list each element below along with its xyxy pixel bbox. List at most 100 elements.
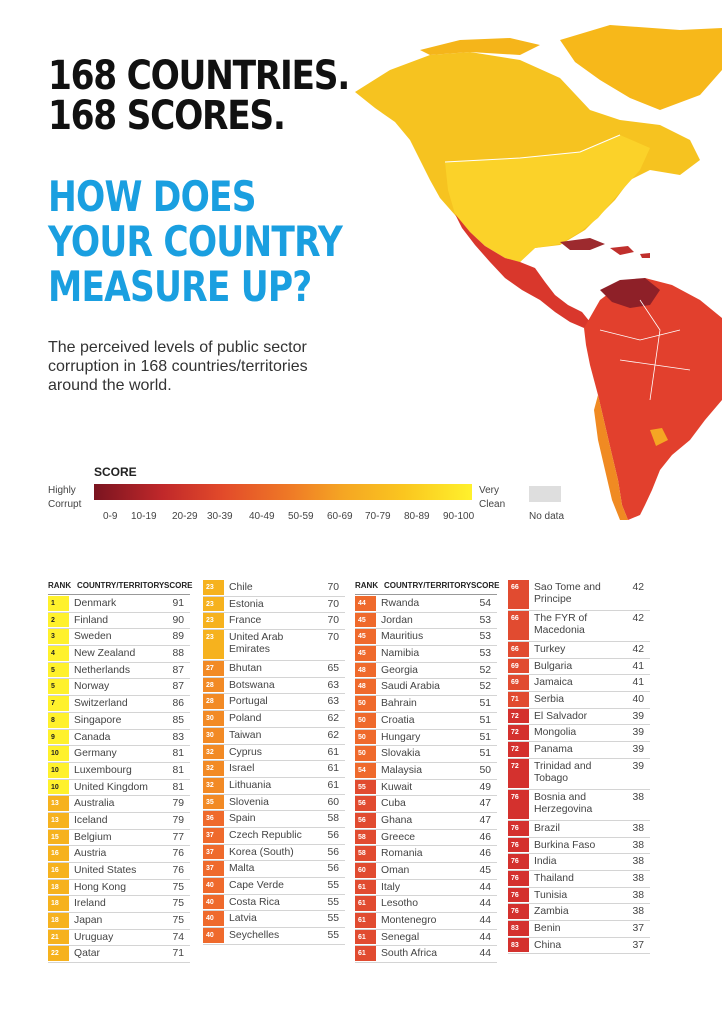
- country-name: Sweden: [74, 631, 112, 643]
- country-score: 60: [327, 796, 339, 808]
- rank-badge: 66: [508, 611, 529, 640]
- rank-badge: 54: [355, 762, 376, 778]
- rank-badge: 56: [355, 812, 376, 828]
- country-score: 63: [327, 696, 339, 708]
- country-score: 42: [632, 582, 644, 593]
- rank-badge: 56: [355, 796, 376, 811]
- rank-badge: 45: [355, 629, 376, 645]
- rank-badge: 61: [355, 946, 376, 962]
- country-score: 39: [632, 727, 644, 739]
- country-name: Poland: [229, 713, 262, 725]
- table-row: 28 Botswana 63: [203, 677, 345, 695]
- country-score: 51: [479, 731, 491, 743]
- rank-badge: 32: [203, 777, 224, 793]
- country-name: Chile: [229, 582, 253, 593]
- country-name: Qatar: [74, 948, 100, 960]
- table-row: 76 Brazil 38: [508, 820, 650, 838]
- country-name: Panama: [534, 744, 573, 756]
- legend-right-label: Very Clean: [479, 484, 505, 512]
- rank-badge: 28: [203, 677, 224, 693]
- table-row: 3 Sweden 89: [48, 629, 190, 647]
- country-score: 77: [172, 831, 184, 843]
- no-data-swatch: [529, 486, 561, 502]
- table-row: 23 United Arab Emirates 70: [203, 630, 345, 662]
- headline-black: 168 COUNTRIES. 168 SCORES.: [48, 53, 350, 136]
- rank-badge: 30: [203, 727, 224, 743]
- rank-badge: 58: [355, 846, 376, 861]
- headline-line-1: 168 COUNTRIES.: [48, 53, 350, 99]
- rank-badge: 69: [508, 675, 529, 691]
- country-name: Ireland: [74, 898, 106, 910]
- table-row: 16 Austria 76: [48, 846, 190, 863]
- country-score: 63: [327, 679, 339, 691]
- table-row: 27 Bhutan 65: [203, 661, 345, 678]
- country-name: Australia: [74, 798, 115, 810]
- rank-badge: 10: [48, 762, 69, 778]
- map-venezuela: [600, 278, 660, 308]
- country-name: Lesotho: [381, 898, 418, 910]
- table-row: 83 Benin 37: [508, 920, 650, 938]
- country-score: 38: [632, 889, 644, 901]
- country-name: Romania: [381, 848, 423, 860]
- country-score: 81: [172, 781, 184, 793]
- country-name: Bulgaria: [534, 660, 573, 672]
- country-score: 89: [172, 631, 184, 643]
- country-score: 91: [172, 598, 184, 609]
- rank-badge: 2: [48, 612, 69, 628]
- country-score: 51: [479, 748, 491, 760]
- rank-badge: 69: [508, 658, 529, 674]
- rank-badge: 76: [508, 837, 529, 853]
- table-row: 37 Czech Republic 56: [203, 827, 345, 845]
- map-south-america: [584, 278, 722, 520]
- country-score: 53: [479, 614, 491, 626]
- country-score: 47: [479, 798, 491, 810]
- country-score: 90: [172, 614, 184, 626]
- table-row: 9 Canada 83: [48, 729, 190, 747]
- table-row: 69 Bulgaria 41: [508, 658, 650, 676]
- rank-badge: 23: [203, 613, 224, 629]
- legend-range-label: 10-19: [131, 511, 157, 522]
- rank-badge: 76: [508, 904, 529, 919]
- table-row: 48 Georgia 52: [355, 662, 497, 680]
- table-row: 71 Serbia 40: [508, 692, 650, 709]
- rank-badge: 76: [508, 854, 529, 869]
- rank-badge: 71: [508, 692, 529, 707]
- rank-badge: 40: [203, 894, 224, 910]
- country-name: Austria: [74, 848, 107, 860]
- rank-badge: 5: [48, 662, 69, 678]
- rank-badge: 72: [508, 708, 529, 724]
- table-row: 32 Cyprus 61: [203, 744, 345, 762]
- country-name: Netherlands: [74, 664, 131, 676]
- table-row: 54 Malaysia 50: [355, 762, 497, 780]
- country-score: 41: [632, 677, 644, 689]
- country-score: 38: [632, 791, 644, 803]
- country-score: 56: [327, 846, 339, 858]
- country-name: Thailand: [534, 872, 574, 884]
- country-name: Senegal: [381, 931, 420, 943]
- rank-badge: 50: [355, 746, 376, 761]
- rank-badge: 10: [48, 779, 69, 795]
- table-row: 32 Israel 61: [203, 761, 345, 778]
- table-row: 55 Kuwait 49: [355, 779, 497, 797]
- legend-range-label: 70-79: [365, 511, 391, 522]
- rank-badge: 50: [355, 696, 376, 711]
- country-score: 88: [172, 648, 184, 660]
- country-score: 83: [172, 731, 184, 743]
- table-row: 76 Zambia 38: [508, 904, 650, 921]
- country-score: 70: [327, 632, 339, 644]
- rank-badge: 45: [355, 646, 376, 661]
- rank-badge: 7: [48, 696, 69, 711]
- table-row: 72 El Salvador 39: [508, 708, 650, 726]
- country-score: 58: [327, 813, 339, 825]
- subtitle: The perceived levels of public sector co…: [48, 339, 308, 394]
- legend-range-label: 60-69: [327, 511, 353, 522]
- table-row: 61 Senegal 44: [355, 929, 497, 947]
- country-name: United Kingdom: [74, 781, 148, 793]
- rank-badge: 83: [508, 937, 529, 953]
- country-score: 70: [327, 582, 339, 593]
- rank-badge: 61: [355, 929, 376, 945]
- country-name: Uruguay: [74, 931, 114, 943]
- rank-badge: 4: [48, 646, 69, 661]
- country-name: Sao Tome and Principe: [534, 582, 601, 605]
- map-caribbean-islands: [610, 246, 650, 258]
